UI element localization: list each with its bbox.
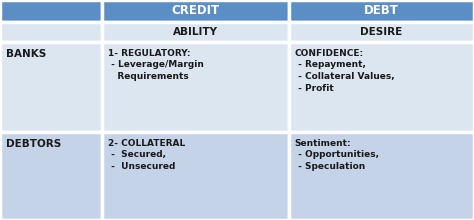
Bar xyxy=(0,0,102,22)
Bar xyxy=(102,0,289,22)
Bar xyxy=(102,132,289,220)
Text: 1- REGULATORY:
 - Leverage/Margin
   Requirements: 1- REGULATORY: - Leverage/Margin Require… xyxy=(108,49,203,81)
Bar xyxy=(102,42,289,132)
Text: Sentiment:
 - Opportunities,
 - Speculation: Sentiment: - Opportunities, - Speculatio… xyxy=(295,139,379,171)
Text: DEBTORS: DEBTORS xyxy=(6,139,61,148)
Bar xyxy=(0,22,102,42)
Text: BANKS: BANKS xyxy=(6,49,46,59)
Bar xyxy=(289,0,474,22)
Text: DEBT: DEBT xyxy=(364,4,399,18)
Bar xyxy=(0,132,102,220)
Bar xyxy=(0,42,102,132)
Bar xyxy=(289,42,474,132)
Text: DESIRE: DESIRE xyxy=(360,27,403,37)
Text: CONFIDENCE:
 - Repayment,
 - Collateral Values,
 - Profit: CONFIDENCE: - Repayment, - Collateral Va… xyxy=(295,49,394,93)
Text: 2- COLLATERAL
 -  Secured,
 -  Unsecured: 2- COLLATERAL - Secured, - Unsecured xyxy=(108,139,185,171)
Bar xyxy=(289,22,474,42)
Bar xyxy=(289,132,474,220)
Bar xyxy=(102,22,289,42)
Text: CREDIT: CREDIT xyxy=(172,4,219,18)
Text: ABILITY: ABILITY xyxy=(173,27,218,37)
